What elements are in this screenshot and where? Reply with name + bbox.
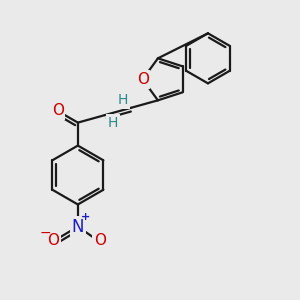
Text: +: + xyxy=(81,212,90,222)
Text: H: H xyxy=(118,93,128,107)
Text: −: − xyxy=(39,225,51,239)
Text: N: N xyxy=(72,218,84,236)
Text: H: H xyxy=(108,116,118,130)
Text: O: O xyxy=(94,233,106,248)
Text: O: O xyxy=(136,72,148,87)
Text: O: O xyxy=(52,103,64,118)
Text: O: O xyxy=(47,233,59,248)
